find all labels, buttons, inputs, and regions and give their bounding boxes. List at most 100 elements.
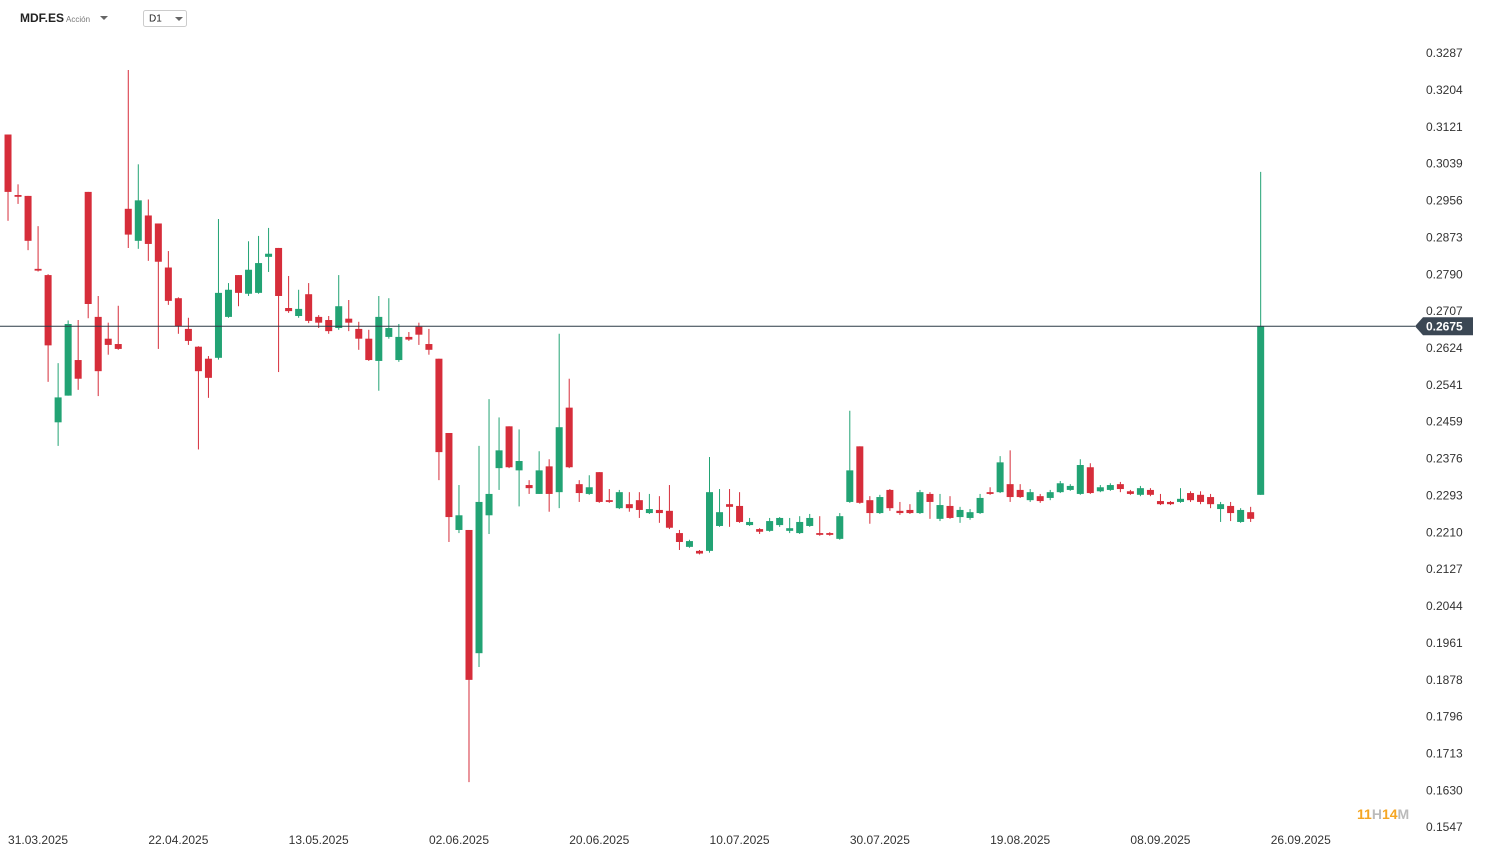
candle-body xyxy=(94,316,102,372)
candle-body xyxy=(1177,498,1185,502)
candle-body xyxy=(465,529,473,680)
candle-body xyxy=(174,298,182,327)
x-tick-label: 22.04.2025 xyxy=(148,833,208,847)
y-tick-label: 0.3204 xyxy=(1426,83,1463,97)
candle-body xyxy=(435,358,443,453)
candle-body xyxy=(756,529,764,532)
candle-body xyxy=(1247,512,1255,519)
candle-body xyxy=(866,500,874,514)
dropdown-caret[interactable] xyxy=(100,16,108,20)
candle-body xyxy=(315,316,323,323)
candle-body xyxy=(545,466,553,494)
candle-body xyxy=(986,492,994,494)
y-tick-label: 0.1713 xyxy=(1426,746,1463,760)
candle-body xyxy=(34,268,42,271)
candle-body xyxy=(1016,489,1024,498)
y-tick-label: 0.1878 xyxy=(1426,673,1463,687)
candle-body xyxy=(716,512,724,526)
candle-body xyxy=(736,505,744,522)
candle-body xyxy=(1257,326,1265,495)
candle-body xyxy=(335,306,343,329)
candle-body xyxy=(1076,465,1084,494)
timeframe-selector[interactable]: D1 xyxy=(143,10,187,27)
price-label-box xyxy=(1415,317,1473,336)
x-tick-label: 13.05.2025 xyxy=(289,833,349,847)
candle-body xyxy=(525,485,533,489)
candle-body xyxy=(64,324,72,396)
candle-body xyxy=(1096,487,1104,492)
candle-body xyxy=(144,215,152,244)
candle-body xyxy=(635,500,643,510)
candle-body xyxy=(535,470,543,494)
y-tick-label: 0.3039 xyxy=(1426,156,1463,170)
candle-body xyxy=(836,516,844,539)
y-tick-label: 0.3287 xyxy=(1426,46,1463,60)
candle-body xyxy=(1227,505,1235,514)
candle-body xyxy=(365,338,373,361)
candle-body xyxy=(84,191,92,304)
candle-body xyxy=(375,316,383,361)
candle-body xyxy=(806,517,814,526)
candle-body xyxy=(14,195,22,197)
candle-body xyxy=(1066,485,1074,490)
candle-body xyxy=(615,492,623,509)
candle-body xyxy=(134,200,142,241)
timeframe[interactable]: D1 xyxy=(149,14,162,25)
symbol-selector[interactable]: MDF.ES Acción xyxy=(20,11,108,25)
candle-body xyxy=(154,223,162,262)
x-tick-label: 26.09.2025 xyxy=(1271,833,1331,847)
y-tick-label: 0.2044 xyxy=(1426,599,1463,613)
candle-body xyxy=(505,426,513,468)
candle-body xyxy=(1046,492,1054,498)
candle-body xyxy=(816,533,824,535)
y-tick-label: 0.2376 xyxy=(1426,451,1463,465)
candle-body xyxy=(1006,484,1014,498)
countdown-hours-unit: H xyxy=(1372,806,1382,822)
candle-body xyxy=(275,247,283,296)
candle-body xyxy=(886,489,894,509)
candle-body xyxy=(746,521,754,526)
candle-body xyxy=(1026,492,1034,501)
candle-body xyxy=(1036,496,1044,502)
candle-body xyxy=(645,509,653,514)
dropdown-caret[interactable] xyxy=(175,17,183,21)
candle-body xyxy=(345,318,353,323)
y-tick-label: 0.2127 xyxy=(1426,562,1463,576)
y-tick-label: 0.2459 xyxy=(1426,414,1463,428)
y-tick-label: 0.1630 xyxy=(1426,783,1463,797)
countdown: 11H14M xyxy=(1357,806,1409,822)
timeframe-box[interactable] xyxy=(143,10,187,27)
candle-body xyxy=(124,208,132,235)
candle-body xyxy=(946,505,954,518)
candle-body xyxy=(1207,497,1215,505)
asset-type[interactable]: Acción xyxy=(66,15,90,24)
countdown-hours: 11 xyxy=(1357,806,1372,822)
candle-body xyxy=(255,263,263,293)
y-tick-label: 0.2956 xyxy=(1426,193,1463,207)
y-tick-label: 0.1961 xyxy=(1426,636,1463,650)
candle-body xyxy=(104,338,112,345)
candle-body xyxy=(4,134,12,192)
candle-body xyxy=(285,307,293,312)
candle-body xyxy=(44,275,52,346)
candle-body xyxy=(655,509,663,514)
symbol[interactable]: MDF.ES xyxy=(20,11,64,25)
candle-body xyxy=(204,358,212,378)
candle-body xyxy=(726,504,734,507)
y-tick-label: 0.2293 xyxy=(1426,488,1463,502)
x-tick-label: 20.06.2025 xyxy=(569,833,629,847)
candle-body xyxy=(385,328,393,337)
candle-body xyxy=(936,505,944,519)
candle-body xyxy=(906,509,914,514)
candle-body xyxy=(495,450,503,469)
y-tick-label: 0.2624 xyxy=(1426,341,1463,355)
candle-body xyxy=(445,432,453,518)
candle-body xyxy=(876,497,884,514)
y-tick-label: 0.3121 xyxy=(1426,120,1463,134)
candle-body xyxy=(595,472,603,502)
candle-body xyxy=(1156,501,1164,505)
candle-body xyxy=(1166,501,1174,505)
candle-body xyxy=(224,289,232,317)
candle-body xyxy=(415,326,423,335)
